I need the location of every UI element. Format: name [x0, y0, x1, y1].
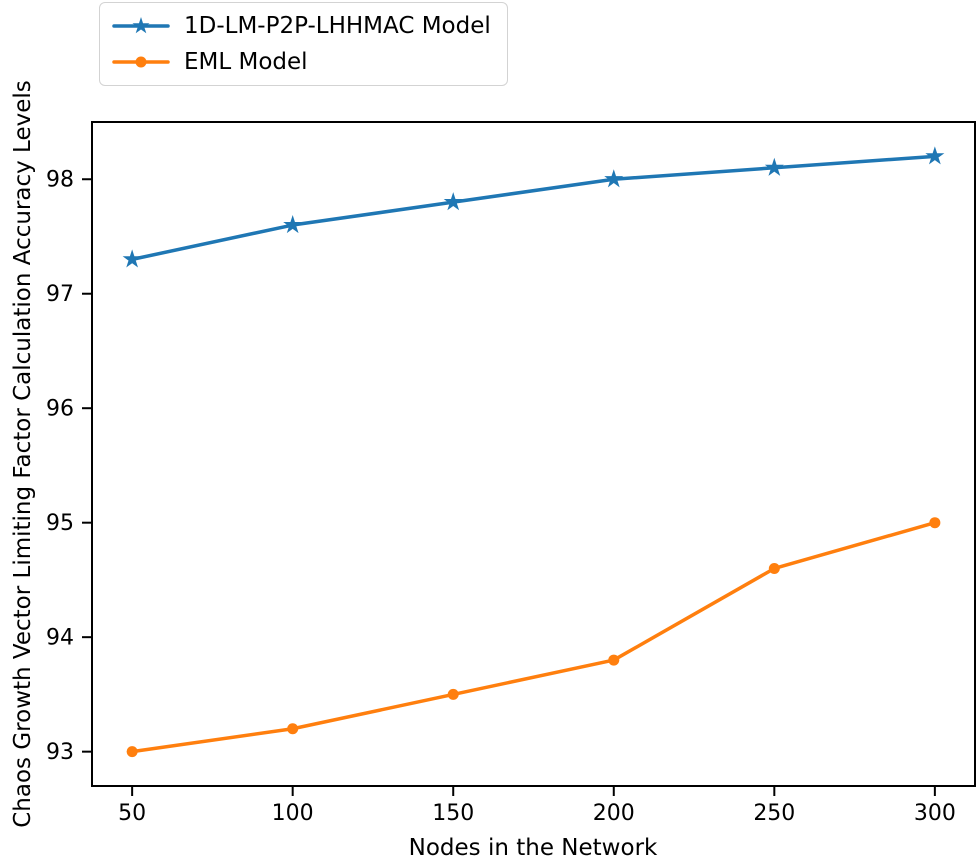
y-axis-title: Chaos Growth Vector Limiting Factor Calc… [10, 80, 36, 828]
plot-frame [91, 121, 976, 787]
y-tick-label: 98 [46, 168, 74, 193]
x-tick-label: 250 [753, 801, 795, 826]
circle-marker [287, 723, 299, 735]
star-marker [132, 17, 150, 34]
legend-label: 1D-LM-P2P-LHHMAC Model [184, 12, 491, 39]
x-tick-label: 50 [118, 801, 146, 826]
y-tick-label: 94 [46, 625, 74, 650]
chart-legend: 1D-LM-P2P-LHHMAC Model EML Model [99, 2, 508, 86]
star-marker [443, 192, 463, 211]
y-tick-label: 93 [46, 740, 74, 765]
legend-item: EML Model [112, 44, 491, 80]
circle-marker [135, 56, 147, 68]
circle-marker [608, 654, 620, 666]
line-circle-sample-icon [112, 56, 170, 68]
star-marker [925, 146, 945, 165]
star-marker [604, 169, 624, 188]
star-marker [764, 157, 784, 176]
y-tick-label: 95 [46, 511, 74, 536]
circle-marker [929, 517, 941, 529]
line-star-sample-icon [112, 17, 170, 34]
x-tick-label: 150 [432, 801, 474, 826]
series-line [130, 154, 937, 262]
legend-item: 1D-LM-P2P-LHHMAC Model [112, 8, 491, 44]
x-tick-label: 300 [914, 801, 956, 826]
x-tick-label: 200 [593, 801, 635, 826]
x-axis-title: Nodes in the Network [409, 835, 658, 861]
circle-marker [126, 746, 138, 758]
circle-marker [768, 562, 780, 574]
star-marker [122, 249, 142, 268]
circle-marker [447, 688, 459, 700]
series-line [130, 520, 937, 754]
y-tick-label: 96 [46, 396, 74, 421]
y-tick-label: 97 [46, 282, 74, 307]
star-marker [283, 215, 303, 234]
x-tick-label: 100 [272, 801, 314, 826]
legend-label: EML Model [184, 48, 308, 75]
